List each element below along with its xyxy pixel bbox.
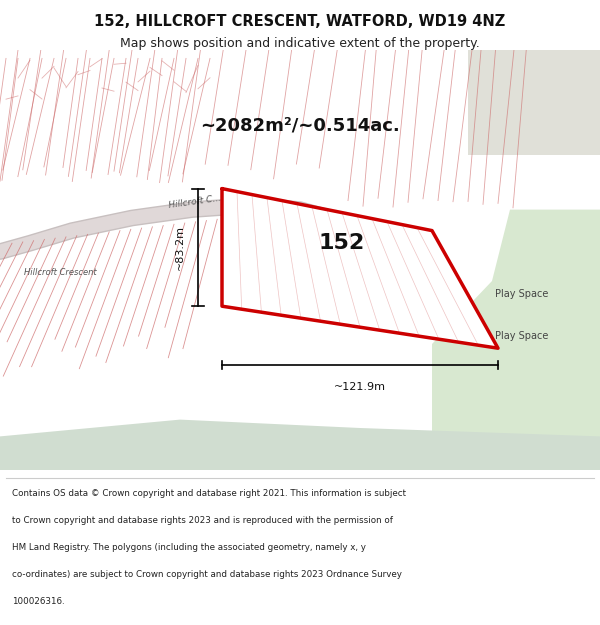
Text: Contains OS data © Crown copyright and database right 2021. This information is : Contains OS data © Crown copyright and d… (12, 489, 406, 498)
Text: co-ordinates) are subject to Crown copyright and database rights 2023 Ordnance S: co-ordinates) are subject to Crown copyr… (12, 570, 402, 579)
Text: Hillcroft C...: Hillcroft C... (168, 193, 221, 209)
Text: 152: 152 (319, 233, 365, 253)
Text: ~121.9m: ~121.9m (334, 382, 386, 392)
Text: HM Land Registry. The polygons (including the associated geometry, namely x, y: HM Land Registry. The polygons (includin… (12, 543, 366, 552)
Polygon shape (0, 419, 600, 470)
Polygon shape (468, 50, 600, 155)
Text: Map shows position and indicative extent of the property.: Map shows position and indicative extent… (120, 38, 480, 51)
Text: Play Space: Play Space (496, 289, 548, 299)
Text: 100026316.: 100026316. (12, 597, 65, 606)
Text: Hillcroft Crescent: Hillcroft Crescent (24, 268, 97, 277)
Text: 152, HILLCROFT CRESCENT, WATFORD, WD19 4NZ: 152, HILLCROFT CRESCENT, WATFORD, WD19 4… (94, 14, 506, 29)
Text: ~2082m²/~0.514ac.: ~2082m²/~0.514ac. (200, 117, 400, 134)
Text: Play Space: Play Space (496, 331, 548, 341)
Text: to Crown copyright and database rights 2023 and is reproduced with the permissio: to Crown copyright and database rights 2… (12, 516, 393, 525)
Polygon shape (432, 209, 600, 470)
Text: ~83.2m: ~83.2m (175, 225, 185, 270)
Polygon shape (222, 189, 498, 348)
